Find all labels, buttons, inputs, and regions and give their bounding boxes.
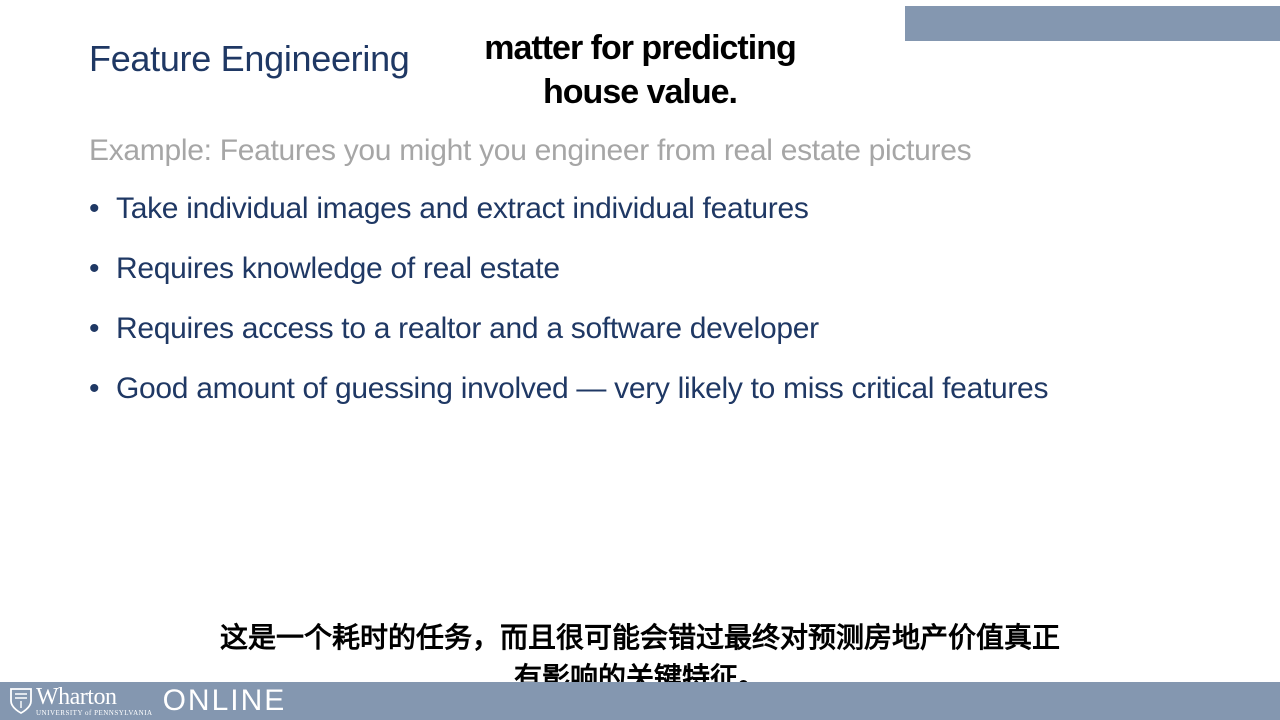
bullet-list: • Take individual images and extract ind… xyxy=(89,192,1048,432)
bullet-dot-icon: • xyxy=(89,192,100,225)
shield-icon xyxy=(10,688,32,715)
footer-bar xyxy=(0,682,1280,720)
slide-title: Feature Engineering xyxy=(89,38,410,79)
chinese-caption: 这是一个耗时的任务，而且很可能会错过最终对预测房地产价值真正 有影响的关键特征。 xyxy=(190,618,1090,698)
english-caption-line-1: matter for predicting xyxy=(484,29,796,67)
bullet-item: • Requires knowledge of real estate xyxy=(89,252,1048,312)
example-heading: Example: Features you might you engineer… xyxy=(89,134,972,167)
bullet-item: • Good amount of guessing involved — ver… xyxy=(89,372,1048,432)
bullet-dot-icon: • xyxy=(89,312,100,345)
logo-university-text: UNIVERSITY of PENNSYLVANIA xyxy=(36,709,153,717)
bullet-item: • Requires access to a realtor and a sof… xyxy=(89,312,1048,372)
logo-wharton-text: Wharton xyxy=(36,684,117,710)
logo-wordmark: Wharton UNIVERSITY of PENNSYLVANIA xyxy=(36,685,153,717)
chinese-caption-line-1: 这是一个耗时的任务，而且很可能会错过最终对预测房地产价值真正 xyxy=(219,621,1060,654)
bullet-text: Requires access to a realtor and a softw… xyxy=(116,312,819,345)
header-accent-bar xyxy=(905,6,1280,41)
bullet-item: • Take individual images and extract ind… xyxy=(89,192,1048,252)
bullet-text: Good amount of guessing involved — very … xyxy=(116,372,1049,405)
bullet-dot-icon: • xyxy=(89,372,100,405)
logo-online-text: ONLINE xyxy=(162,684,287,717)
english-caption: matter for predicting house value. xyxy=(440,26,840,114)
english-caption-line-2: house value. xyxy=(543,73,738,111)
bullet-dot-icon: • xyxy=(89,252,100,285)
bullet-text: Take individual images and extract indiv… xyxy=(116,192,809,225)
wharton-online-logo: Wharton UNIVERSITY of PENNSYLVANIA ONLIN… xyxy=(10,684,286,718)
bullet-text: Requires knowledge of real estate xyxy=(116,252,560,285)
